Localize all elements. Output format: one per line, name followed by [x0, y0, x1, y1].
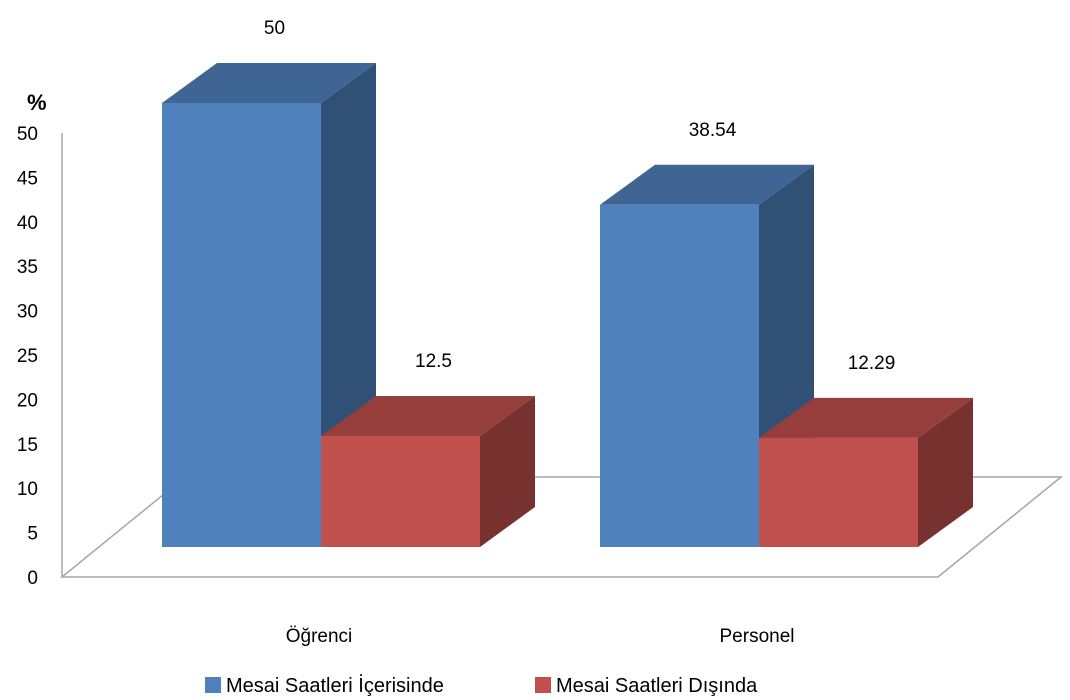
- bar-top-face: [321, 396, 535, 436]
- bar-top-face: [162, 63, 376, 103]
- bar-side-face: [918, 397, 973, 547]
- y-tick-label: 30: [17, 302, 38, 323]
- bar-front-face: [600, 204, 759, 547]
- legend-swatch: [535, 677, 551, 693]
- legend-label: Mesai Saatleri İçerisinde: [226, 674, 444, 697]
- y-tick-label: 45: [17, 168, 38, 189]
- y-tick-label: 50: [17, 124, 38, 145]
- bar-front-face: [321, 436, 480, 547]
- bar-top-face: [600, 164, 814, 205]
- data-label: 38.54: [689, 120, 737, 141]
- data-labels: 50 12.5 38.54 12.29: [264, 18, 895, 374]
- data-label: 12.29: [848, 353, 896, 374]
- legend-item: Mesai Saatleri İçerisinde: [205, 674, 444, 697]
- y-tick-label: 10: [17, 479, 38, 500]
- data-label: 12.5: [415, 351, 452, 372]
- bar: [321, 396, 535, 547]
- category-label: Öğrenci: [286, 626, 353, 647]
- x-axis-category-labels: Öğrenci Personel: [286, 626, 795, 647]
- bar-front-face: [759, 437, 918, 547]
- y-tick-label: 15: [17, 435, 38, 456]
- legend: Mesai Saatleri İçerisinde Mesai Saatleri …: [205, 674, 758, 697]
- bar-top-face: [759, 397, 973, 438]
- y-tick-label: 25: [17, 346, 38, 367]
- bar-front-face: [162, 103, 321, 547]
- bar: [759, 397, 973, 547]
- y-tick-label: 40: [17, 213, 38, 234]
- y-tick-label: 5: [27, 524, 38, 545]
- category-label: Personel: [720, 626, 795, 647]
- y-tick-label: 35: [17, 257, 38, 278]
- legend-swatch: [205, 677, 221, 693]
- y-axis-tick-labels: 0 5 10 15 20 25 30 35 40 45 50: [17, 124, 38, 589]
- y-tick-label: 20: [17, 390, 38, 411]
- bars: [162, 63, 973, 547]
- legend-label: Mesai Saatleri Dışında: [556, 675, 758, 697]
- y-tick-label: 0: [27, 568, 38, 589]
- legend-item: Mesai Saatleri Dışında: [535, 675, 758, 697]
- floor-plane: [59, 476, 1064, 578]
- chart-floor: [59, 476, 1064, 578]
- data-label: 50: [264, 18, 285, 39]
- y-axis-unit-label: %: [27, 90, 47, 115]
- bar-side-face: [480, 396, 535, 547]
